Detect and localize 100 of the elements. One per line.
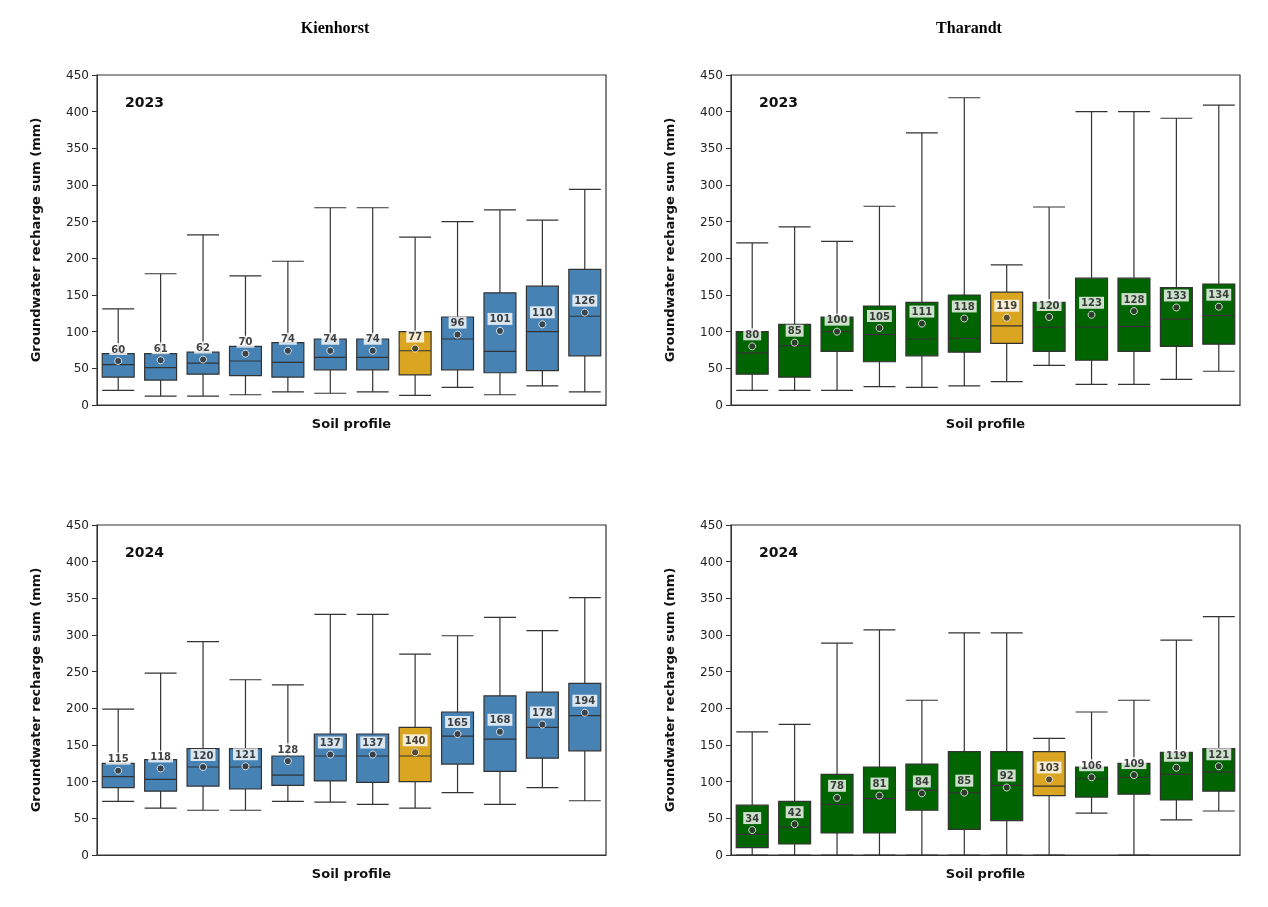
point: [1129, 771, 1138, 780]
data-label: 101: [489, 313, 511, 325]
y-tick-label: 150: [66, 288, 89, 302]
point: [114, 766, 123, 775]
y-tick-label: 350: [66, 591, 89, 606]
y-tick-label: 100: [66, 774, 89, 789]
data-label: 62: [196, 342, 211, 354]
data-label: 109: [1123, 757, 1145, 769]
point: [1214, 302, 1223, 311]
y-axis-title: Groundwater recharge sum (mm): [662, 117, 677, 363]
y-tick-label: 450: [66, 518, 89, 532]
y-tick-label: 400: [66, 554, 89, 569]
point: [411, 748, 420, 757]
point: [790, 820, 799, 829]
y-tick-label: 50: [707, 811, 723, 826]
point: [1129, 307, 1138, 316]
data-label: 106: [1081, 759, 1103, 771]
data-label: 126: [574, 295, 596, 307]
point: [1087, 310, 1096, 319]
x-axis-title: Soil profile: [945, 866, 1026, 881]
y-tick-label: 300: [700, 178, 723, 192]
data-label: 81: [872, 778, 887, 790]
y-tick-label: 50: [707, 361, 723, 376]
y-tick-label: 400: [66, 104, 89, 119]
point: [1172, 763, 1181, 772]
point: [875, 324, 884, 332]
data-label: 42: [787, 806, 802, 818]
y-tick-label: 100: [66, 324, 89, 339]
y-tick-label: 250: [66, 664, 89, 679]
point: [1045, 313, 1054, 321]
data-label: 123: [1081, 297, 1103, 309]
y-tick-label: 450: [66, 68, 89, 82]
data-label: 77: [408, 331, 423, 343]
point: [833, 327, 842, 336]
data-label: 85: [787, 325, 802, 337]
annotation: 2024: [759, 544, 799, 560]
data-label: 61: [153, 342, 168, 354]
data-label: 74: [365, 333, 380, 345]
data-label: 165: [447, 716, 469, 728]
data-label: 128: [277, 743, 299, 755]
y-tick-label: 150: [66, 738, 89, 752]
y-axis-title: Groundwater recharge sum (mm): [662, 567, 677, 813]
data-label: 105: [869, 310, 890, 322]
data-label: 119: [1165, 750, 1187, 762]
data-label: 80: [745, 328, 760, 340]
data-label: 137: [362, 737, 384, 749]
data-label: 85: [957, 775, 972, 787]
y-tick-label: 350: [700, 141, 723, 156]
point: [326, 346, 335, 355]
data-label: 84: [914, 775, 929, 787]
point: [960, 788, 969, 797]
y-tick-label: 350: [700, 591, 723, 606]
data-label: 74: [280, 333, 295, 345]
y-tick-label: 450: [700, 518, 723, 532]
point: [748, 342, 757, 351]
y-tick-label: 400: [700, 104, 723, 119]
data-label: 96: [450, 317, 465, 329]
data-label: 119: [996, 300, 1018, 312]
point: [580, 708, 589, 717]
point: [114, 357, 123, 365]
data-label: 128: [1123, 293, 1145, 305]
y-tick-label: 300: [66, 628, 89, 642]
y-tick-label: 100: [700, 324, 723, 339]
data-label: 34: [745, 812, 760, 824]
point: [283, 346, 292, 355]
point: [875, 791, 884, 800]
y-tick-label: 300: [66, 178, 89, 192]
data-label: 140: [404, 734, 426, 746]
point: [1172, 303, 1181, 312]
chart-title: Kienhorst: [300, 18, 370, 36]
y-tick-label: 250: [66, 214, 89, 229]
y-tick-label: 200: [700, 251, 723, 266]
data-label: 118: [150, 750, 172, 762]
y-tick-label: 200: [66, 251, 89, 266]
data-label: 120: [1038, 299, 1060, 311]
point: [580, 308, 589, 317]
data-label: 115: [107, 753, 129, 765]
y-tick-label: 250: [700, 664, 723, 679]
point: [790, 338, 799, 347]
data-label: 121: [1208, 748, 1230, 760]
point: [241, 349, 250, 358]
y-tick-label: 0: [81, 398, 89, 412]
point: [538, 320, 547, 329]
point: [1087, 773, 1096, 782]
data-label: 134: [1208, 289, 1230, 301]
point: [1002, 313, 1011, 322]
y-tick-label: 450: [700, 68, 723, 82]
data-label: 111: [911, 306, 933, 318]
y-tick-label: 0: [715, 848, 723, 862]
point: [917, 319, 926, 328]
y-tick-label: 250: [700, 214, 723, 229]
point: [960, 314, 969, 323]
point: [326, 750, 335, 759]
data-label: 70: [238, 336, 253, 348]
point: [748, 826, 757, 835]
annotation: 2024: [125, 544, 165, 560]
data-label: 121: [235, 748, 256, 760]
point: [368, 750, 377, 759]
data-label: 168: [489, 714, 511, 726]
point: [156, 764, 165, 773]
